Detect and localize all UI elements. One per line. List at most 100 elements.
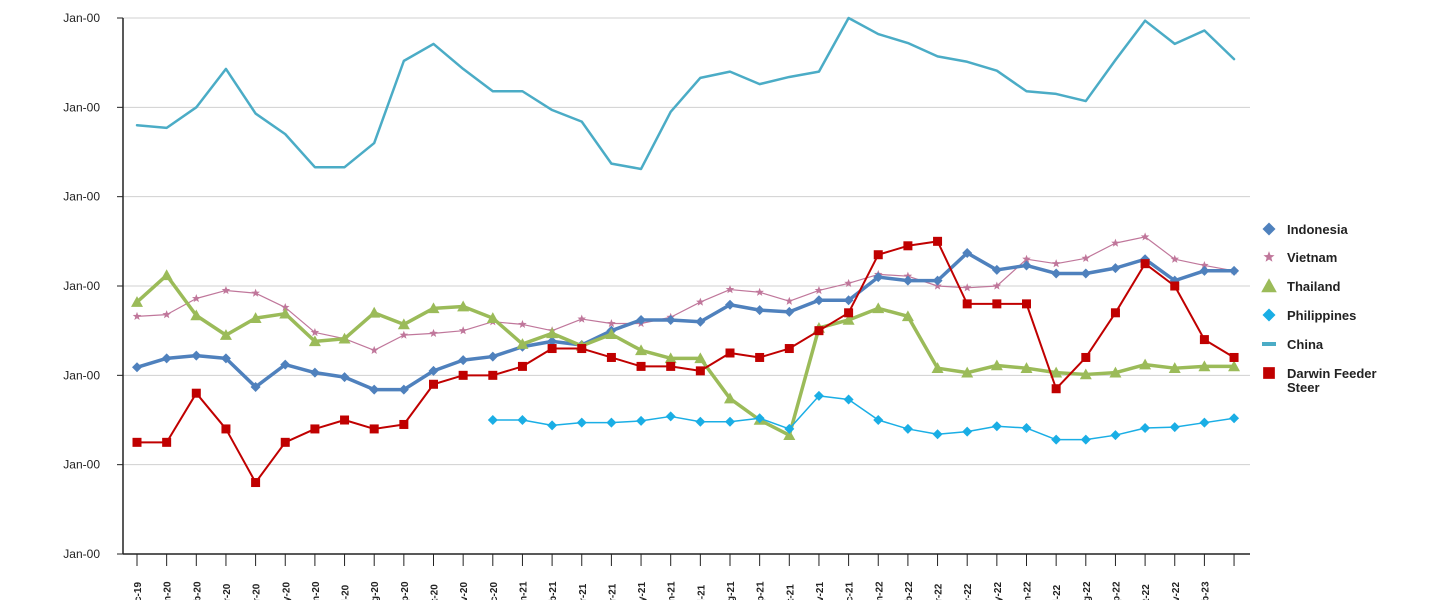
legend-swatch [1262, 342, 1276, 346]
data-point-vietnam [607, 319, 616, 328]
x-tick-label: r-21 [578, 583, 589, 600]
data-point-thailand [279, 307, 292, 319]
x-tick-label: l-20 [341, 584, 352, 600]
data-point-vietnam [1140, 232, 1150, 241]
data-point-darwin-feeder-steer [458, 370, 468, 380]
data-point-indonesia [280, 359, 291, 370]
data-point-thailand [605, 328, 618, 340]
data-point-darwin-feeder-steer [517, 361, 527, 371]
x-tick-label: n-21 [667, 581, 678, 600]
data-point-thailand [1079, 368, 1092, 380]
data-point-philippines [1169, 422, 1180, 433]
data-point-darwin-feeder-steer [369, 424, 379, 434]
y-tick-label: Jan-00 [63, 100, 100, 114]
data-point-indonesia [1021, 260, 1032, 271]
data-point-thailand [931, 362, 944, 373]
data-point-indonesia [398, 384, 409, 395]
x-tick-label: g-20 [370, 581, 381, 600]
series-thailand [131, 269, 1241, 440]
data-point-thailand [457, 300, 470, 312]
data-point-thailand [397, 318, 410, 330]
legend-label: Philippines [1287, 308, 1356, 323]
data-point-vietnam [1022, 254, 1031, 263]
legend-swatch [1262, 308, 1276, 322]
data-point-indonesia [784, 306, 795, 317]
data-point-philippines [784, 423, 795, 434]
data-point-darwin-feeder-steer [191, 388, 201, 398]
x-tick-label: v-21 [815, 582, 826, 600]
data-point-darwin-feeder-steer [844, 308, 854, 318]
data-point-indonesia [428, 365, 439, 376]
x-tick-label: n-22 [874, 581, 885, 600]
data-point-vietnam [429, 328, 438, 337]
x-tick-label: l-22 [1052, 584, 1063, 600]
y-tick-label: Jan-00 [63, 368, 100, 382]
x-tick-label: b-23 [1200, 581, 1211, 600]
x-tick-label: n-20 [311, 581, 322, 600]
x-tick-label: r-21 [607, 583, 618, 600]
data-point-darwin-feeder-steer [903, 241, 913, 251]
data-point-thailand [249, 312, 262, 323]
data-point-vietnam [1200, 260, 1209, 270]
data-point-thailand [1228, 360, 1241, 372]
series-line-vietnam [136, 236, 1235, 351]
data-point-vietnam [577, 314, 587, 323]
data-point-philippines [902, 423, 913, 434]
legend-label: Indonesia [1287, 222, 1348, 237]
data-point-philippines [873, 415, 884, 425]
legend-label: Steer [1287, 380, 1320, 395]
data-point-darwin-feeder-steer [784, 344, 794, 354]
data-point-thailand [308, 335, 321, 347]
data-point-darwin-feeder-steer [1110, 308, 1120, 318]
data-point-philippines [576, 417, 587, 428]
data-point-indonesia [813, 295, 824, 306]
data-point-darwin-feeder-steer [1170, 281, 1180, 291]
x-tick-label: t-20 [430, 584, 441, 600]
data-point-philippines [725, 416, 735, 427]
data-point-philippines [932, 429, 943, 440]
x-tick-label: g-22 [1082, 581, 1093, 600]
legend-label: Thailand [1287, 279, 1341, 294]
data-point-indonesia [991, 264, 1002, 275]
data-point-thailand [368, 306, 381, 318]
data-point-thailand [664, 352, 677, 364]
data-point-vietnam [132, 311, 142, 321]
data-point-philippines [606, 417, 617, 428]
data-point-thailand [1020, 362, 1033, 373]
data-point-darwin-feeder-steer [755, 352, 765, 362]
data-point-indonesia [547, 336, 558, 347]
data-point-darwin-feeder-steer [962, 299, 972, 309]
data-point-vietnam [785, 296, 794, 305]
legend-item-china: China [1262, 337, 1324, 352]
x-tick-label: b-21 [548, 581, 559, 600]
x-tick-label: r-20 [222, 583, 233, 600]
legend-swatch [1261, 278, 1277, 293]
data-point-thailand [961, 366, 974, 378]
data-point-indonesia [369, 384, 380, 395]
data-point-thailand [990, 359, 1003, 371]
data-point-darwin-feeder-steer [992, 299, 1002, 309]
data-point-philippines [1140, 423, 1151, 434]
series-philippines [487, 390, 1240, 445]
x-tick-label: v-22 [1171, 582, 1182, 600]
data-point-philippines [547, 420, 558, 431]
x-tick-label: b-22 [904, 581, 915, 600]
data-point-vietnam [399, 330, 409, 339]
data-point-indonesia [132, 362, 142, 373]
y-tick-label: Jan-00 [63, 279, 100, 293]
data-point-darwin-feeder-steer [873, 250, 883, 260]
data-point-vietnam [755, 287, 764, 296]
data-point-darwin-feeder-steer [340, 415, 350, 425]
data-point-indonesia [1080, 268, 1091, 279]
data-point-darwin-feeder-steer [132, 437, 142, 447]
data-point-philippines [1080, 434, 1091, 445]
data-point-darwin-feeder-steer [1081, 352, 1091, 362]
data-point-darwin-feeder-steer [399, 419, 409, 429]
y-tick-label: Jan-00 [63, 458, 100, 472]
data-point-thailand [338, 332, 351, 344]
data-point-darwin-feeder-steer [429, 379, 438, 389]
data-point-darwin-feeder-steer [695, 366, 705, 376]
data-point-philippines [517, 415, 528, 425]
